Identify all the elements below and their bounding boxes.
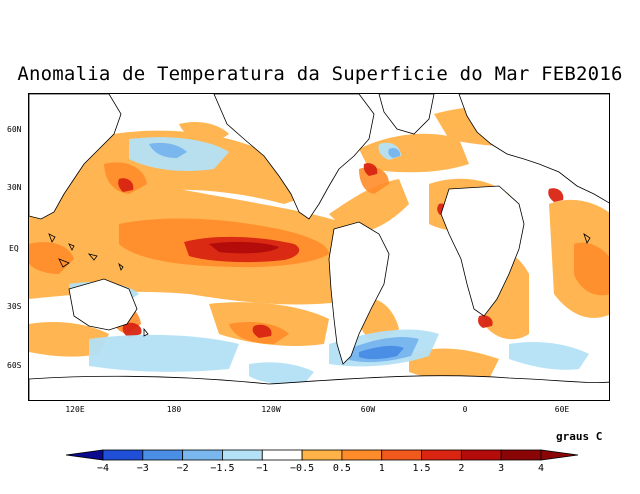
antarctica-landmass	[29, 375, 609, 400]
lon-label-60e: 60E	[554, 405, 570, 414]
colorbar-segments	[65, 449, 579, 461]
north-america-landmass	[213, 94, 375, 220]
colorbar-segment	[381, 449, 422, 461]
colorbar-segment	[182, 449, 223, 461]
colorbar-segment	[500, 449, 542, 461]
colorbar-segment	[222, 449, 263, 461]
colorbar-left-arrow	[65, 449, 104, 461]
sst-anomaly-field	[29, 94, 609, 400]
lon-label-60w: 60W	[360, 405, 376, 414]
strong-cool-regions	[359, 345, 404, 360]
lat-label-eq: EQ	[9, 244, 19, 253]
colorbar-tick-label: −1	[256, 463, 269, 474]
colorbar-tick-label: −2	[176, 463, 189, 474]
colorbar-tick-label: 4	[537, 463, 545, 474]
colorbar-tick-label: 0.5	[332, 463, 351, 474]
map-title: Anomalia de Temperatura da Superficie do…	[17, 63, 623, 85]
units-label: graus C	[556, 430, 603, 443]
south-america-landmass	[328, 221, 390, 365]
island-outlines	[48, 233, 591, 337]
lon-label-0: 0	[462, 405, 468, 414]
lat-label-30n: 30N	[7, 183, 22, 192]
greenland-landmass	[378, 94, 435, 135]
lon-label-120w: 120W	[261, 405, 281, 414]
australia-landmass	[68, 278, 138, 331]
continents	[29, 94, 609, 400]
colorbar-segment	[261, 449, 303, 461]
sst-anomaly-map	[28, 93, 610, 401]
colorbar-segment	[421, 449, 462, 461]
colorbar-segment	[460, 449, 502, 461]
colorbar-segment	[102, 449, 144, 461]
eurasia-east-landmass	[458, 94, 609, 204]
lon-label-180: 180	[166, 405, 182, 414]
lat-label-60s: 60S	[7, 361, 22, 370]
colorbar-segment	[142, 449, 184, 461]
colorbar-tick-label: −1.5	[210, 463, 235, 474]
lat-label-30s: 30S	[7, 302, 22, 311]
asia-landmass	[29, 94, 122, 220]
colorbar-right-arrow	[540, 449, 579, 461]
colorbar-segment	[301, 449, 343, 461]
colorbar-tick-label: 1	[378, 463, 385, 474]
extreme-warm-core	[209, 241, 279, 254]
lon-label-120e: 120E	[65, 405, 85, 414]
colorbar-tick-label: −0.5	[290, 463, 315, 474]
colorbar-tick-label: −3	[136, 463, 149, 474]
colorbar-tick-label: 3	[498, 463, 505, 474]
africa-landmass	[440, 185, 525, 317]
colorbar-tick-label: 1.5	[412, 463, 431, 474]
colorbar	[65, 449, 579, 461]
colorbar-tick-label: −4	[96, 463, 110, 474]
colorbar-segment	[341, 449, 383, 461]
lat-label-60n: 60N	[7, 125, 22, 134]
colorbar-tick-label: 2	[458, 463, 465, 474]
